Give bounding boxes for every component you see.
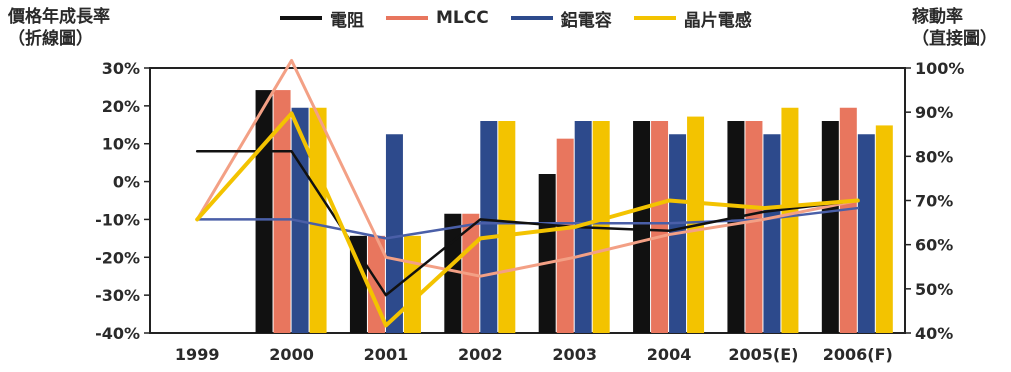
left-axis-tick-label: 0% — [113, 173, 140, 192]
bar-3-2 — [403, 235, 421, 333]
right-axis-label: 稼動率 （直接圖） — [912, 7, 997, 49]
left-axis-tick-label: -30% — [95, 286, 140, 305]
legend-swatch-resistor — [280, 16, 322, 20]
bar-3-6 — [781, 107, 799, 333]
x-axis-tick-label: 2003 — [552, 345, 597, 364]
legend-label-mlcc: MLCC — [436, 8, 489, 28]
line-mlcc — [195, 58, 860, 278]
bar-3-7 — [875, 125, 893, 334]
legend-item-aluminum-capacitor: 鋁電容 — [510, 6, 612, 31]
legend-item-resistor: 電阻 — [280, 6, 364, 31]
bar-1-5 — [651, 121, 669, 333]
bar-0-7 — [821, 121, 839, 333]
bar-2-3 — [480, 121, 498, 333]
x-axis-tick-label: 2004 — [647, 345, 692, 364]
legend-label-aluminum-capacitor: 鋁電容 — [560, 10, 612, 31]
bar-0-1 — [255, 90, 273, 333]
left-axis-tick-label: 10% — [102, 135, 140, 154]
left-axis-tick-label: 20% — [102, 97, 140, 116]
left-axis-tick-label: 30% — [102, 59, 140, 78]
legend-label-chip-inductor: 晶片電感 — [683, 10, 752, 31]
bar-1-2 — [367, 235, 385, 333]
bar-0-4 — [538, 174, 556, 333]
right-axis-tick-label: 90% — [915, 103, 953, 122]
left-axis-label: 價格年成長率 （折線圖） — [8, 7, 110, 49]
bar-0-5 — [633, 121, 651, 333]
right-axis-tick-label: 80% — [915, 147, 953, 166]
bar-2-6 — [763, 134, 781, 333]
bar-1-6 — [745, 121, 763, 333]
legend-swatch-chip-inductor — [633, 16, 676, 20]
x-axis-tick-label: 2002 — [458, 345, 503, 364]
bar-2-2 — [385, 134, 403, 333]
x-axis-tick-label: 2000 — [269, 345, 314, 364]
line-resistor — [195, 150, 860, 297]
left-axis-tick-label: -10% — [95, 210, 140, 229]
line-chip-inductor — [195, 111, 860, 328]
bar-2-7 — [857, 134, 875, 333]
x-axis-tick-label: 2006(F) — [823, 345, 893, 364]
right-axis-tick-label: 70% — [915, 192, 953, 211]
bar-1-7 — [839, 107, 857, 333]
bar-3-3 — [498, 121, 516, 333]
bar-1-4 — [556, 138, 574, 333]
x-axis-tick-label: 2001 — [364, 345, 409, 364]
legend: 電阻 MLCC 鋁電容 晶片電感 — [280, 6, 752, 31]
legend-swatch-aluminum-capacitor — [510, 16, 553, 20]
x-axis-tick-label: 2005(E) — [728, 345, 798, 364]
right-axis-tick-label: 50% — [915, 280, 953, 299]
bar-0-6 — [727, 121, 745, 333]
x-axis-tick-label: 1999 — [175, 345, 220, 364]
legend-item-mlcc: MLCC — [386, 8, 489, 28]
legend-item-chip-inductor: 晶片電感 — [633, 6, 752, 31]
legend-label-resistor: 電阻 — [330, 10, 364, 31]
right-axis-tick-label: 40% — [915, 324, 953, 343]
legend-swatch-mlcc — [386, 16, 428, 20]
right-axis-tick-label: 100% — [915, 59, 964, 78]
right-axis-tick-label: 60% — [915, 236, 953, 255]
bar-3-1 — [309, 107, 327, 333]
left-axis-tick-label: -20% — [95, 248, 140, 267]
left-axis-tick-label: -40% — [95, 324, 140, 343]
